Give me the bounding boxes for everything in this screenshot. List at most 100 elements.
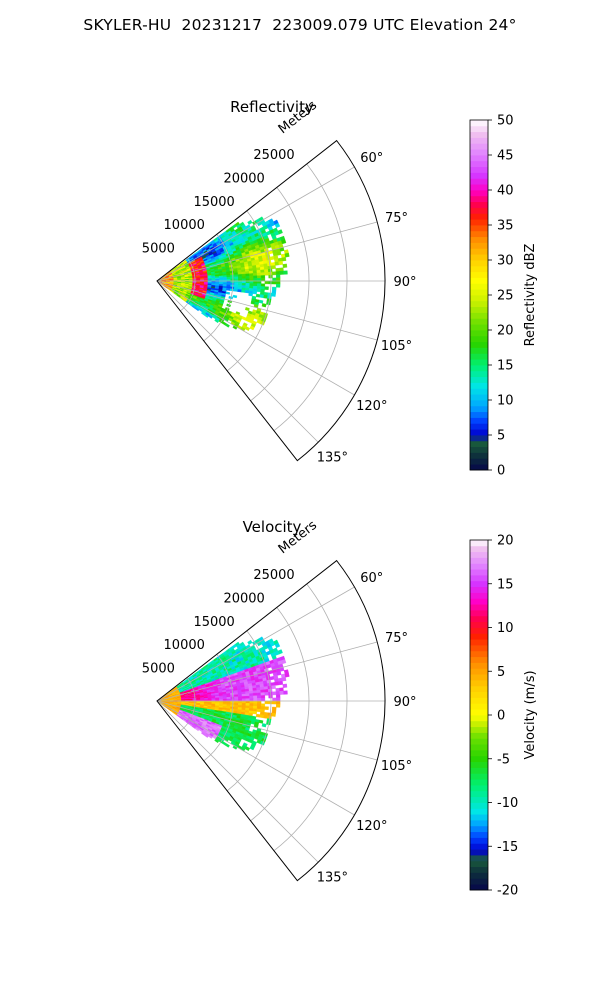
colorbar-segment: [470, 703, 488, 710]
data-cell: [261, 303, 267, 308]
data-cell: [264, 286, 269, 291]
data-cell: [271, 271, 277, 276]
data-cell: [272, 700, 277, 705]
data-cell: [281, 256, 287, 262]
colorbar-segment: [470, 656, 488, 663]
colorbar-segment: [470, 790, 488, 798]
colorbar-tick-label: -15: [497, 840, 518, 855]
colorbar-segment: [470, 435, 488, 442]
data-cell: [204, 733, 209, 738]
data-cell: [278, 680, 284, 686]
data-cell: [204, 313, 209, 318]
data-cell: [253, 703, 258, 707]
data-cell: [275, 687, 280, 692]
data-cell: [222, 277, 228, 280]
data-cell: [245, 283, 250, 287]
azimuth-spoke: [156, 700, 319, 863]
colorbar-segment: [470, 621, 488, 628]
colorbar-segment: [470, 569, 488, 576]
radial-tick-label: 25000: [253, 568, 294, 583]
colorbar-segment: [470, 586, 488, 593]
data-cell: [257, 278, 262, 282]
colorbar-segment: [470, 610, 488, 617]
data-cell: [260, 703, 266, 707]
data-cell: [279, 267, 284, 272]
data-cell: [214, 738, 220, 744]
colorbar-segment: [470, 190, 488, 197]
colorbar-tick-label: 50: [497, 114, 514, 129]
colorbar-segment: [470, 353, 488, 360]
data-cell: [247, 639, 253, 645]
data-cell: [249, 283, 254, 287]
data-cell: [249, 275, 254, 279]
azimuth-spoke: [156, 280, 378, 341]
data-field: [157, 636, 290, 752]
data-cell: [218, 697, 224, 700]
data-cell: [281, 676, 287, 682]
colorbar-segment: [470, 283, 488, 290]
data-cell: [248, 292, 253, 297]
colorbar-segment: [470, 446, 488, 453]
colorbar-segment: [470, 662, 488, 669]
data-cell: [259, 294, 265, 299]
colorbar-segment: [470, 178, 488, 185]
colorbar-segment: [470, 674, 488, 681]
colorbar-segment: [470, 808, 488, 815]
data-cell: [275, 283, 281, 288]
data-cell: [208, 314, 213, 319]
colorbar-segment: [470, 120, 488, 127]
colorbar-segment: [470, 365, 488, 372]
data-cell: [261, 723, 267, 728]
angular-tick-label: 60°: [360, 571, 383, 586]
data-cell: [271, 265, 276, 270]
data-cell: [257, 700, 262, 704]
colorbar-segment: [470, 627, 488, 634]
colorbar-segment: [470, 709, 488, 716]
colorbar-segment: [470, 680, 488, 687]
colorbar-segment: [470, 347, 488, 354]
range-ring: [226, 210, 272, 372]
colorbar: 0 5 10 15 20 25 30 35 40 45 50 Reflectivity dBZ: [469, 114, 538, 479]
data-cell: [245, 275, 250, 279]
colorbar-tick-label: 15: [497, 577, 514, 592]
colorbar-segment: [470, 866, 488, 873]
colorbar-segment: [470, 540, 488, 547]
data-cell: [218, 277, 224, 280]
sector-outline: [156, 139, 386, 462]
data-cell: [264, 700, 269, 705]
data-cell: [241, 696, 247, 700]
angular-tick-label: 120°: [356, 819, 387, 834]
colorbar-tick-label: 20: [497, 534, 514, 549]
data-cell: [241, 702, 247, 706]
data-cell: [244, 307, 250, 312]
azimuth-spoke: [156, 641, 378, 702]
data-cell: [253, 283, 258, 287]
data-cell: [255, 293, 261, 298]
angular-tick-label: 105°: [381, 339, 412, 354]
velocity-plot: 500010000150002000025000Meters60°75°90°1…: [142, 518, 538, 899]
colorbar-segment: [470, 645, 488, 652]
colorbar-segment: [470, 452, 488, 459]
data-cell: [271, 685, 276, 690]
colorbar-label: Velocity (m/s): [523, 670, 538, 759]
colorbar-segment: [470, 318, 488, 325]
reflectivity-plot: 500010000150002000025000Meters60°75°90°1…: [142, 98, 538, 479]
colorbar-tick-label: 5: [497, 429, 505, 444]
azimuth-spoke: [156, 280, 319, 443]
angular-tick-label: 135°: [317, 870, 348, 885]
colorbar-tick-label: 0: [497, 464, 505, 479]
data-cell: [282, 263, 288, 268]
data-cell: [232, 294, 238, 299]
colorbar-segment: [470, 236, 488, 243]
colorbar-segment: [470, 860, 488, 868]
colorbar-segment: [470, 779, 488, 786]
colorbar-segment: [470, 265, 488, 273]
data-cell: [283, 270, 288, 275]
colorbar-tick-label: 45: [497, 149, 514, 164]
data-cell: [244, 326, 251, 331]
angular-tick-label: 120°: [356, 399, 387, 414]
colorbar-segment: [470, 429, 488, 436]
data-cell: [275, 694, 281, 699]
data-cell: [256, 703, 262, 707]
